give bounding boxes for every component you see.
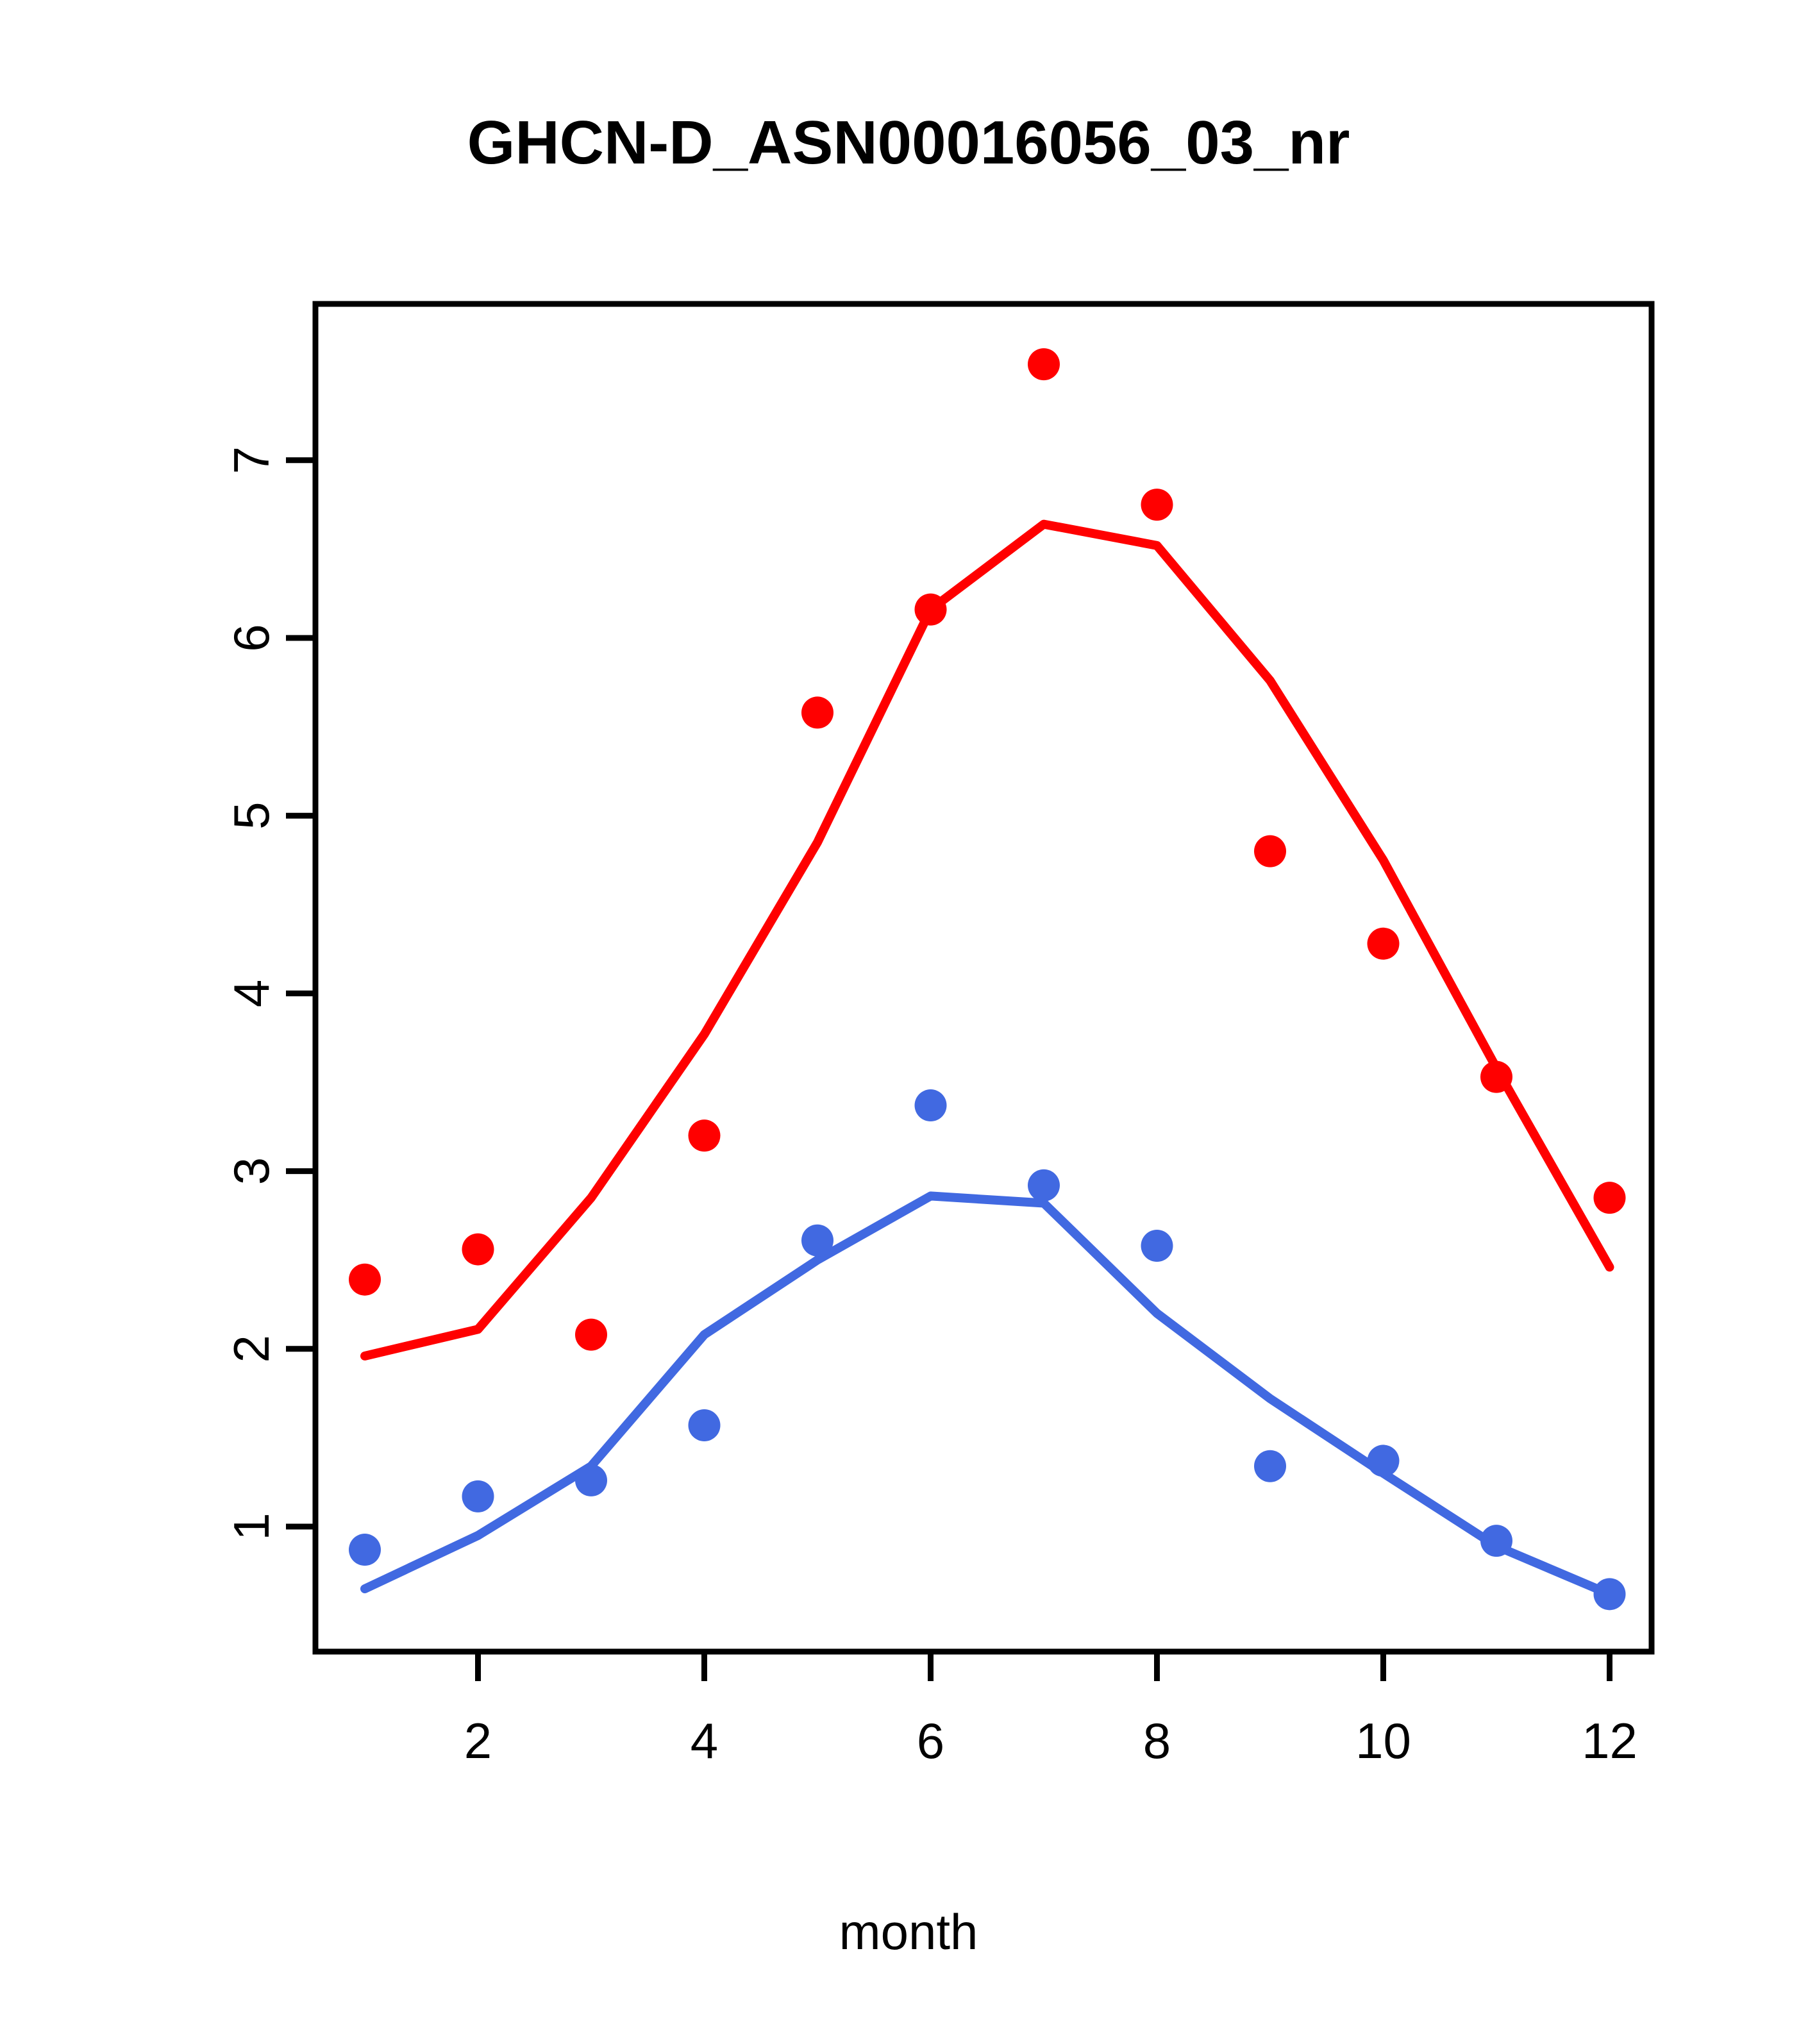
- data-point: [688, 1409, 721, 1441]
- data-point: [575, 1464, 607, 1496]
- series-points-red-points: [349, 348, 1626, 1351]
- data-point: [1593, 1182, 1626, 1214]
- data-point: [462, 1480, 494, 1512]
- x-axis-tick-label: 12: [1582, 1713, 1637, 1769]
- y-axis-tick-label: 1: [223, 1512, 280, 1540]
- y-axis-tick-label: 2: [223, 1335, 280, 1362]
- data-point: [1367, 927, 1400, 960]
- data-point: [801, 1224, 833, 1257]
- data-point: [1367, 1445, 1400, 1477]
- data-point: [914, 1089, 947, 1122]
- data-point: [801, 696, 833, 729]
- data-point: [1480, 1525, 1512, 1557]
- data-point: [1141, 489, 1173, 521]
- series-points-blue-points: [349, 1089, 1626, 1611]
- x-axis: 2 4 6 8 10 12: [464, 1652, 1637, 1769]
- y-axis-ticks: [286, 457, 315, 1530]
- x-axis-tick-label: 6: [917, 1713, 944, 1769]
- data-point: [1254, 835, 1286, 867]
- page-title: GHCN-D_ASN00016056_03_nr: [467, 108, 1350, 177]
- x-axis-tick-labels: 2 4 6 8 10 12: [464, 1713, 1637, 1769]
- series-line-red-line: [360, 519, 1614, 1361]
- data-point: [1480, 1060, 1512, 1093]
- data-point: [462, 1233, 494, 1266]
- data-point: [688, 1119, 721, 1152]
- y-axis-tick-label: 6: [223, 624, 280, 651]
- y-axis-tick-label: 4: [223, 980, 280, 1007]
- x-axis-ticks: [475, 1652, 1612, 1681]
- x-axis-tick-label: 10: [1355, 1713, 1411, 1769]
- data-point: [1028, 348, 1060, 381]
- data-point: [1141, 1230, 1173, 1262]
- data-point: [349, 1534, 381, 1566]
- data-point: [914, 593, 947, 626]
- x-axis-tick-label: 4: [691, 1713, 718, 1769]
- x-axis-tick-label: 8: [1143, 1713, 1171, 1769]
- y-axis-tick-label: 3: [223, 1157, 280, 1185]
- data-point: [1028, 1169, 1060, 1202]
- x-axis-tick-label: 2: [464, 1713, 492, 1769]
- series-line-blue-line: [360, 1191, 1614, 1599]
- series-layer: [349, 348, 1626, 1611]
- y-axis-tick-label: 5: [223, 802, 280, 830]
- x-axis-label: month: [839, 1904, 978, 1960]
- data-point: [1254, 1450, 1286, 1482]
- data-point: [575, 1318, 607, 1351]
- y-axis-tick-label: 7: [223, 446, 280, 474]
- plot-frame: [312, 301, 1655, 1655]
- data-point: [1593, 1578, 1626, 1611]
- y-axis: 1 2 3 4 5 6 7: [223, 446, 315, 1541]
- y-axis-tick-labels: 1 2 3 4 5 6 7: [223, 446, 280, 1541]
- data-point: [349, 1263, 381, 1296]
